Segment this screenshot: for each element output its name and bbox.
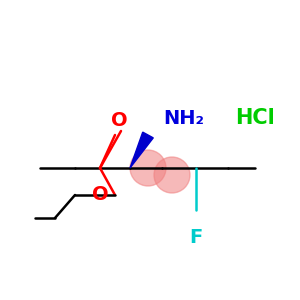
Text: NH₂: NH₂ xyxy=(163,109,204,128)
Text: HCl: HCl xyxy=(235,108,275,128)
Text: F: F xyxy=(189,228,203,247)
Polygon shape xyxy=(130,132,153,168)
Text: O: O xyxy=(111,110,127,130)
Circle shape xyxy=(154,157,190,193)
Circle shape xyxy=(130,150,166,186)
Text: O: O xyxy=(92,185,108,205)
